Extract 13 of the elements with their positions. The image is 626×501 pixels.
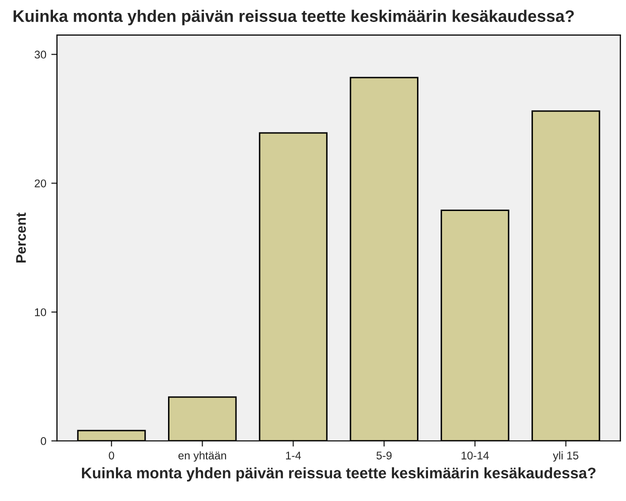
x-tick-label: 0 [108,452,114,460]
x-tick-label: yli 15 [552,451,578,462]
x-tick-label: 10-14 [462,452,489,460]
x-tick-label: en yhtään [178,451,226,462]
y-tick-label: 10 [35,308,46,316]
y-tick-label: 30 [34,50,46,59]
x-tick-label: 5-9 [376,452,392,460]
x-axis-title: Kuinka monta yhden päivän reissua teette keskimäärin kesäkaudessa? [82,467,596,482]
x-tick-label: 1-4 [286,452,301,460]
chart-title: Kuinka monta yhden päivän reissua teette keskimäärin kesäkaudessa? [14,10,574,26]
y-tick-label: 20 [34,179,46,188]
y-tick-label: 0 [40,437,46,446]
y-axis-title: Percent [16,212,26,263]
